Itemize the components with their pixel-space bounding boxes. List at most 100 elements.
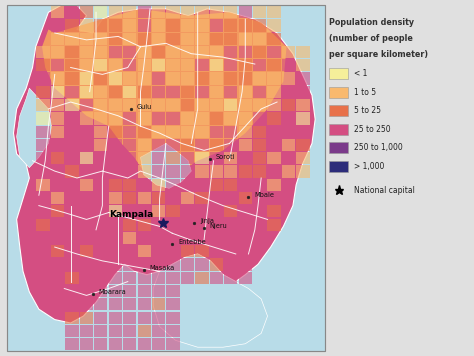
Bar	[238, 99, 252, 111]
Bar	[238, 112, 252, 125]
Bar	[65, 325, 79, 337]
Bar	[224, 205, 237, 218]
Bar	[152, 99, 165, 111]
Bar	[181, 232, 194, 244]
Bar	[123, 272, 137, 284]
Bar	[267, 6, 281, 18]
Bar	[152, 59, 165, 72]
Bar	[152, 285, 165, 297]
Bar	[181, 86, 194, 98]
Bar	[253, 19, 266, 32]
Bar	[210, 139, 223, 151]
Bar	[296, 46, 310, 58]
Bar	[210, 112, 223, 125]
Bar	[123, 126, 137, 138]
Bar	[94, 73, 108, 85]
Bar	[65, 258, 79, 271]
Bar	[36, 139, 50, 151]
Bar	[195, 86, 209, 98]
Bar	[166, 219, 180, 231]
Bar	[36, 112, 50, 125]
Bar	[267, 205, 281, 218]
Bar	[238, 126, 252, 138]
Bar	[329, 68, 348, 79]
Bar	[181, 6, 194, 18]
Bar	[152, 33, 165, 45]
Bar	[109, 325, 122, 337]
Bar	[181, 73, 194, 85]
Bar	[123, 258, 137, 271]
Bar	[94, 166, 108, 178]
Bar	[224, 126, 237, 138]
Bar	[7, 5, 325, 351]
Bar	[195, 179, 209, 191]
Bar	[94, 205, 108, 218]
Bar	[94, 6, 108, 18]
Bar	[123, 19, 137, 32]
Bar	[65, 205, 79, 218]
Bar	[152, 46, 165, 58]
Bar	[36, 152, 50, 164]
Bar	[137, 258, 151, 271]
Bar	[195, 6, 209, 18]
Bar	[65, 312, 79, 324]
Bar	[7, 5, 325, 351]
Bar	[65, 219, 79, 231]
Bar	[109, 338, 122, 350]
Bar	[123, 166, 137, 178]
Bar	[282, 73, 295, 85]
Bar	[166, 46, 180, 58]
Bar	[36, 166, 50, 178]
Bar	[267, 139, 281, 151]
Bar	[210, 166, 223, 178]
Bar	[253, 179, 266, 191]
Bar	[152, 73, 165, 85]
Bar	[109, 179, 122, 191]
Bar	[80, 338, 93, 350]
Bar	[80, 232, 93, 244]
Bar	[195, 205, 209, 218]
Bar	[238, 33, 252, 45]
Bar	[282, 99, 295, 111]
Bar	[123, 152, 137, 164]
Bar	[80, 99, 93, 111]
Bar	[253, 6, 266, 18]
Bar	[210, 272, 223, 284]
Bar	[166, 245, 180, 257]
Bar	[267, 179, 281, 191]
Bar	[94, 245, 108, 257]
Bar	[109, 59, 122, 72]
Bar	[238, 205, 252, 218]
Polygon shape	[153, 254, 267, 347]
Bar	[166, 152, 180, 164]
Bar	[267, 126, 281, 138]
Bar	[80, 126, 93, 138]
Bar	[181, 166, 194, 178]
Bar	[267, 192, 281, 204]
Bar	[123, 312, 137, 324]
Bar	[65, 33, 79, 45]
Bar	[65, 73, 79, 85]
Bar	[80, 298, 93, 310]
Bar	[224, 73, 237, 85]
Bar	[166, 59, 180, 72]
Bar	[166, 192, 180, 204]
Bar	[123, 338, 137, 350]
Bar	[195, 192, 209, 204]
Bar	[51, 245, 64, 257]
Bar	[137, 166, 151, 178]
Bar	[137, 312, 151, 324]
Bar	[224, 99, 237, 111]
Bar	[123, 59, 137, 72]
Polygon shape	[17, 88, 52, 168]
Bar	[123, 325, 137, 337]
Bar	[224, 19, 237, 32]
Bar	[166, 112, 180, 125]
Bar	[195, 152, 209, 164]
Bar	[137, 152, 151, 164]
Bar	[166, 19, 180, 32]
Bar	[123, 139, 137, 151]
Bar	[36, 205, 50, 218]
Bar	[109, 219, 122, 231]
Bar	[296, 86, 310, 98]
